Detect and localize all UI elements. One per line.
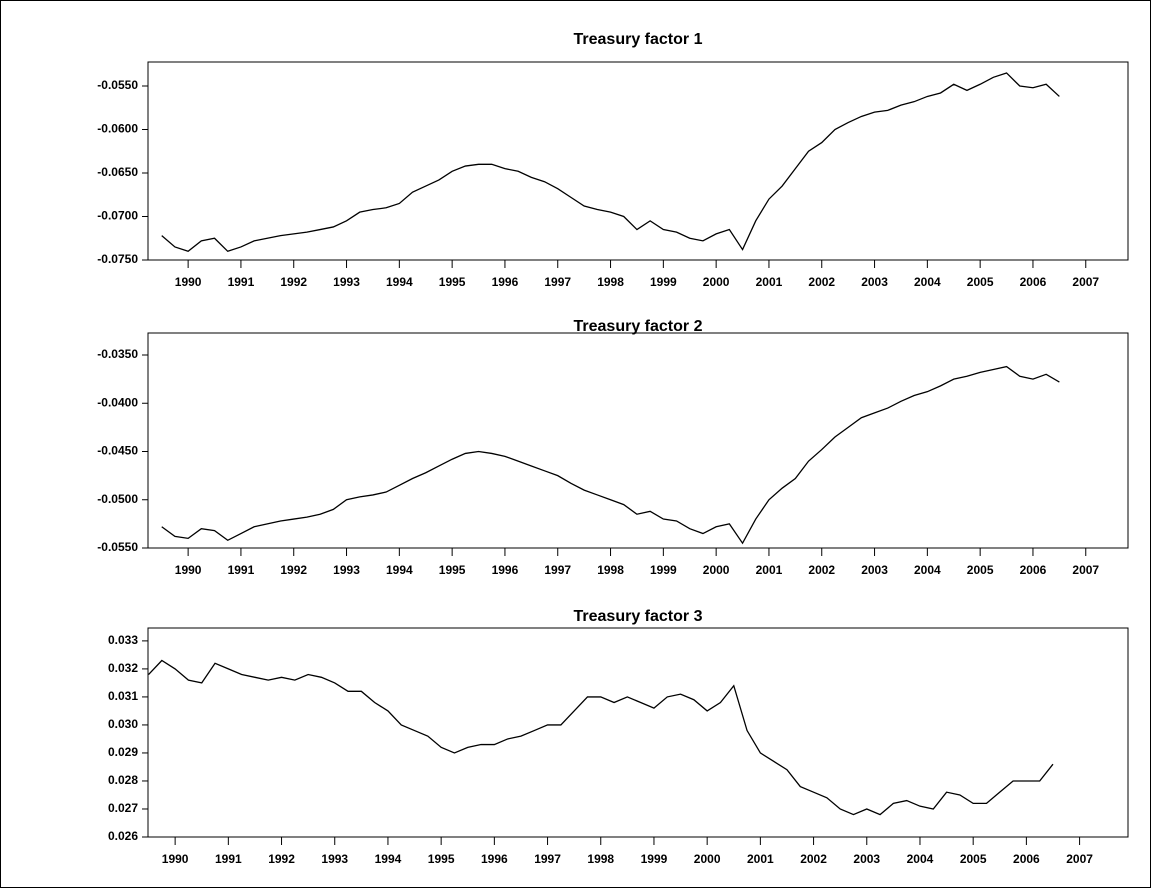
x-tick-label: 2004 <box>914 563 941 577</box>
data-line <box>161 72 1060 253</box>
x-tick-label: 1993 <box>321 852 348 866</box>
x-tick-label: 1997 <box>534 852 561 866</box>
x-tick-label: 1998 <box>597 275 624 289</box>
x-tick-label: 2005 <box>960 852 987 866</box>
x-tick-label: 1998 <box>587 852 614 866</box>
x-tick-label: 2004 <box>914 275 941 289</box>
y-tick-label: 0.033 <box>108 633 138 647</box>
x-tick-label: 2005 <box>967 563 994 577</box>
x-tick-label: 2002 <box>808 563 835 577</box>
x-tick-label: 1995 <box>439 563 466 577</box>
y-tick-label: -0.0550 <box>97 540 138 554</box>
x-tick-label: 1994 <box>386 563 413 577</box>
y-tick-label: -0.0450 <box>97 444 138 458</box>
y-tick-label: -0.0350 <box>97 347 138 361</box>
x-tick-label: 2001 <box>756 563 783 577</box>
y-tick-label: 0.026 <box>108 829 138 843</box>
y-tick-label: -0.0750 <box>97 252 138 266</box>
y-tick-label: -0.0500 <box>97 492 138 506</box>
x-tick-label: 2007 <box>1072 275 1099 289</box>
x-tick-label: 2007 <box>1072 563 1099 577</box>
y-tick-label: 0.030 <box>108 717 138 731</box>
x-tick-label: 2001 <box>756 275 783 289</box>
y-tick-label: 0.027 <box>108 801 138 815</box>
x-tick-label: 2006 <box>1020 275 1047 289</box>
y-tick-label: -0.0600 <box>97 122 138 136</box>
y-tick-label: -0.0700 <box>97 209 138 223</box>
x-tick-label: 2000 <box>703 563 730 577</box>
x-tick-label: 1999 <box>641 852 668 866</box>
x-tick-label: 2001 <box>747 852 774 866</box>
x-tick-label: 2002 <box>800 852 827 866</box>
x-tick-label: 2004 <box>907 852 934 866</box>
x-tick-label: 1994 <box>386 275 413 289</box>
plot-frame <box>147 627 1129 838</box>
x-tick-label: 1991 <box>228 563 255 577</box>
y-tick-label: 0.031 <box>108 689 138 703</box>
x-tick-label: 2003 <box>861 275 888 289</box>
x-tick-label: 2002 <box>808 275 835 289</box>
x-tick-label: 1995 <box>428 852 455 866</box>
chart-title: Treasury factor 2 <box>574 318 703 335</box>
x-tick-label: 1996 <box>492 275 519 289</box>
x-tick-label: 2007 <box>1066 852 1093 866</box>
plot-frame <box>147 332 1129 549</box>
x-tick-label: 1991 <box>215 852 242 866</box>
x-tick-label: 1997 <box>544 563 571 577</box>
x-tick-label: 1991 <box>228 275 255 289</box>
x-tick-label: 2006 <box>1013 852 1040 866</box>
x-tick-label: 1990 <box>162 852 189 866</box>
x-tick-label: 1995 <box>439 275 466 289</box>
x-tick-label: 1996 <box>492 563 519 577</box>
x-tick-label: 1997 <box>544 275 571 289</box>
x-tick-label: 1999 <box>650 563 677 577</box>
chart-title: Treasury factor 1 <box>574 31 703 48</box>
y-tick-label: -0.0650 <box>97 165 138 179</box>
data-line <box>148 659 1054 816</box>
x-tick-label: 2006 <box>1020 563 1047 577</box>
x-tick-label: 1998 <box>597 563 624 577</box>
x-tick-label: 2000 <box>703 275 730 289</box>
x-tick-label: 1993 <box>333 563 360 577</box>
x-tick-label: 2005 <box>967 275 994 289</box>
y-tick-label: 0.032 <box>108 661 138 675</box>
x-tick-label: 1992 <box>280 563 307 577</box>
chart-title: Treasury factor 3 <box>574 608 703 625</box>
x-tick-label: 2003 <box>861 563 888 577</box>
data-line <box>161 365 1060 545</box>
x-tick-label: 1992 <box>280 275 307 289</box>
x-tick-label: 1990 <box>175 563 202 577</box>
x-tick-label: 1990 <box>175 275 202 289</box>
y-tick-label: -0.0400 <box>97 395 138 409</box>
y-tick-label: 0.029 <box>108 745 138 759</box>
x-tick-label: 2003 <box>853 852 880 866</box>
x-tick-label: 2000 <box>694 852 721 866</box>
y-tick-label: 0.028 <box>108 773 138 787</box>
x-tick-label: 1996 <box>481 852 508 866</box>
x-tick-label: 1994 <box>375 852 402 866</box>
x-tick-label: 1992 <box>268 852 295 866</box>
x-tick-label: 1999 <box>650 275 677 289</box>
x-tick-label: 1993 <box>333 275 360 289</box>
plot-frame <box>147 61 1129 261</box>
y-tick-label: -0.0550 <box>97 78 138 92</box>
